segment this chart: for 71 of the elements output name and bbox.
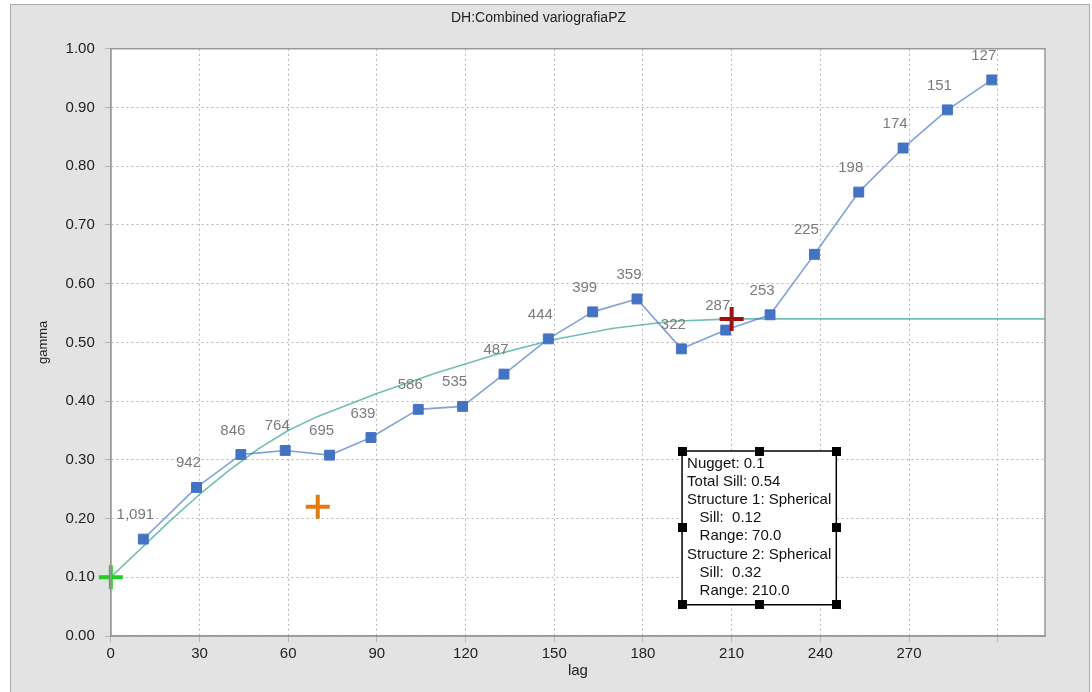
y-tick-label: 0.40 xyxy=(65,391,95,409)
annotation: 399 xyxy=(572,277,598,295)
x-tick-label: 210 xyxy=(719,644,745,662)
annotation: 174 xyxy=(882,114,908,132)
chart-title: DH:Combined variografiaPZ xyxy=(450,9,627,26)
point xyxy=(941,104,953,116)
annotation: Structure 2: Spherical xyxy=(687,544,832,562)
x-tick-label: 0 xyxy=(106,644,115,662)
annotation: 764 xyxy=(264,416,290,434)
point xyxy=(137,533,149,545)
annotation: Range: 70.0 xyxy=(687,526,782,544)
y-axis-title: gamma xyxy=(35,319,51,365)
annotation: Sill: 0.12 xyxy=(687,508,762,526)
y-tick-label: 0.30 xyxy=(65,449,95,467)
annotation: Sill: 0.32 xyxy=(687,562,762,580)
point xyxy=(764,309,776,321)
y-tick-label: 0.20 xyxy=(65,508,95,526)
x-tick-label: 180 xyxy=(630,644,656,662)
y-tick-label: 0.60 xyxy=(65,273,95,291)
annotation: 639 xyxy=(350,403,376,421)
y-tick-label: 0.90 xyxy=(65,97,95,115)
point xyxy=(631,293,643,305)
annotation: 1,091 xyxy=(116,505,155,523)
x-axis-title: lag xyxy=(567,661,588,679)
annotation: 487 xyxy=(483,340,509,358)
point xyxy=(324,449,336,461)
annotation: 535 xyxy=(442,372,468,390)
annotation: 253 xyxy=(749,280,775,298)
x-tick-label: 270 xyxy=(896,644,922,662)
annotation: 942 xyxy=(176,453,202,471)
point xyxy=(542,333,554,345)
x-tick-label: 90 xyxy=(368,644,386,662)
annotation: 225 xyxy=(793,220,819,238)
annotation: 151 xyxy=(926,75,952,93)
point xyxy=(457,400,469,412)
y-tick-label: 1.00 xyxy=(65,38,95,56)
annotation: 695 xyxy=(309,421,335,439)
point xyxy=(279,445,291,456)
point xyxy=(853,186,865,198)
point xyxy=(675,343,687,355)
x-tick-label: 240 xyxy=(807,644,833,662)
annotation: 287 xyxy=(705,296,731,314)
y-tick-label: 0.50 xyxy=(65,332,95,350)
point xyxy=(412,403,424,415)
x-tick-label: 150 xyxy=(541,644,567,662)
x-tick-label: 30 xyxy=(191,644,208,662)
annotation: Total Sill: 0.54 xyxy=(687,471,781,489)
point xyxy=(498,368,510,380)
annotation: 127 xyxy=(971,45,997,63)
annotation: 846 xyxy=(220,420,246,438)
x-tick-label: 60 xyxy=(279,644,297,662)
point xyxy=(235,449,247,461)
y-tick-label: 0.10 xyxy=(65,567,95,585)
annotation: Nugget: 0.1 xyxy=(687,453,765,471)
point xyxy=(587,306,599,318)
point xyxy=(808,248,820,260)
x-tick-label: 120 xyxy=(453,644,479,662)
point xyxy=(986,74,998,86)
annotation: 198 xyxy=(838,158,864,176)
annotation: 359 xyxy=(616,264,642,282)
y-tick-label: 0.80 xyxy=(65,156,95,174)
point xyxy=(897,142,909,154)
y-tick-label: 0.70 xyxy=(65,215,95,233)
annotation: Range: 210.0 xyxy=(687,581,790,599)
point xyxy=(720,324,732,336)
point xyxy=(365,432,377,443)
point xyxy=(305,494,330,519)
point xyxy=(191,481,202,493)
annotation: Structure 1: Spherical xyxy=(687,490,832,508)
annotation: 444 xyxy=(527,304,553,322)
y-tick-label: 0.00 xyxy=(65,626,95,644)
